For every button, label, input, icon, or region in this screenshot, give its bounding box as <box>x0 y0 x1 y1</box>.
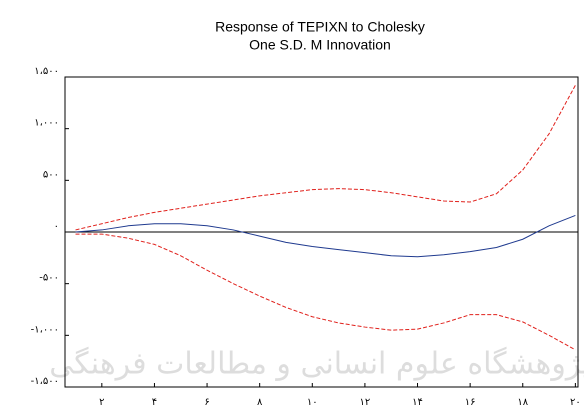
chart-title: One S.D. M Innovation <box>249 37 391 53</box>
x-tick-label: ۲ <box>99 397 104 408</box>
series-line <box>75 85 576 231</box>
y-tick-label: -۱،۰۰۰ <box>31 324 59 335</box>
x-tick-label: ۴ <box>152 397 157 408</box>
y-tick-label: ۱،۰۰۰ <box>34 118 59 129</box>
y-tick-label: -۵۰۰ <box>39 273 59 284</box>
x-tick-label: ۸ <box>257 397 263 408</box>
series-line <box>75 233 576 351</box>
x-tick-label: ۱۸ <box>517 397 528 408</box>
x-tick-label: ۲۰ <box>570 397 581 408</box>
y-tick-label: -۱،۵۰۰ <box>31 376 59 387</box>
series-line <box>75 215 576 258</box>
watermark: پژوهشگاه علوم انسانی و مطالعات فرهنگی <box>49 347 584 382</box>
x-tick-label: ۱۴ <box>412 397 423 408</box>
chart-title: Response of TEPIXN to Cholesky <box>215 19 425 35</box>
x-tick-label: ۶ <box>204 397 209 408</box>
x-tick-label: ۱۶ <box>465 397 476 408</box>
x-tick-label: ۱۰ <box>307 397 318 408</box>
x-tick-label: ۱۲ <box>360 397 371 408</box>
y-tick-label: ۱،۵۰۰ <box>34 66 59 77</box>
y-tick-label: ۰ <box>54 221 59 232</box>
y-tick-label: ۵۰۰ <box>43 169 59 180</box>
